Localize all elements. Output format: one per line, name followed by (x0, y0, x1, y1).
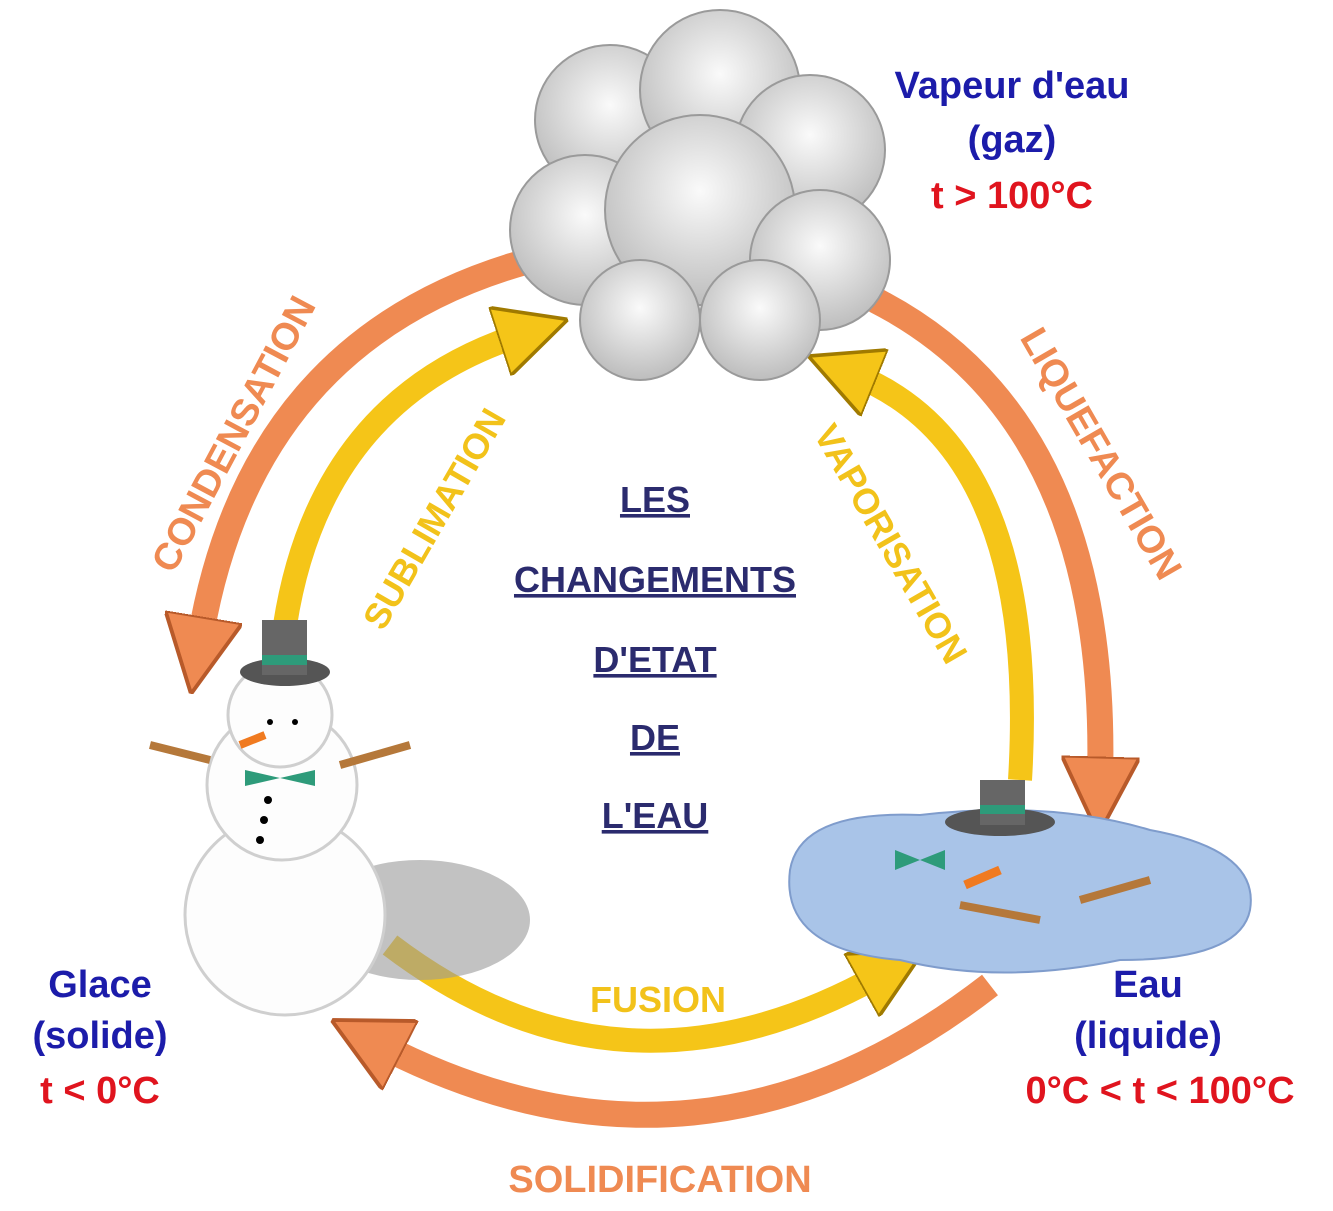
state-phase: (solide) (32, 1015, 167, 1057)
title-line: DE (630, 717, 680, 758)
state-name: Glace (48, 964, 152, 1006)
state-temperature: 0°C < t < 100°C (1025, 1070, 1294, 1112)
transition-label: SOLIDIFICATION (508, 1159, 811, 1201)
title-line: L'EAU (602, 795, 709, 836)
transition-label: FUSION (590, 979, 726, 1020)
state-name: Eau (1113, 964, 1183, 1006)
state-phase: (liquide) (1074, 1015, 1222, 1057)
diagram: LES CHANGEMENTS D'ETAT DE L'EAU Vapeur d… (0, 0, 1333, 1211)
state-temperature: t > 100°C (931, 175, 1093, 217)
title-line: LES (620, 479, 690, 520)
title: LES CHANGEMENTS D'ETAT DE L'EAU (514, 479, 796, 836)
puddle (789, 780, 1251, 973)
title-line: D'ETAT (593, 639, 716, 680)
cloud (510, 10, 890, 380)
state-phase: (gaz) (968, 119, 1057, 161)
state-name: Vapeur d'eau (894, 65, 1129, 107)
vaporisation-arrow (855, 375, 1022, 780)
snowman (150, 620, 530, 1015)
state-temperature: t < 0°C (40, 1070, 160, 1112)
title-line: CHANGEMENTS (514, 559, 796, 600)
